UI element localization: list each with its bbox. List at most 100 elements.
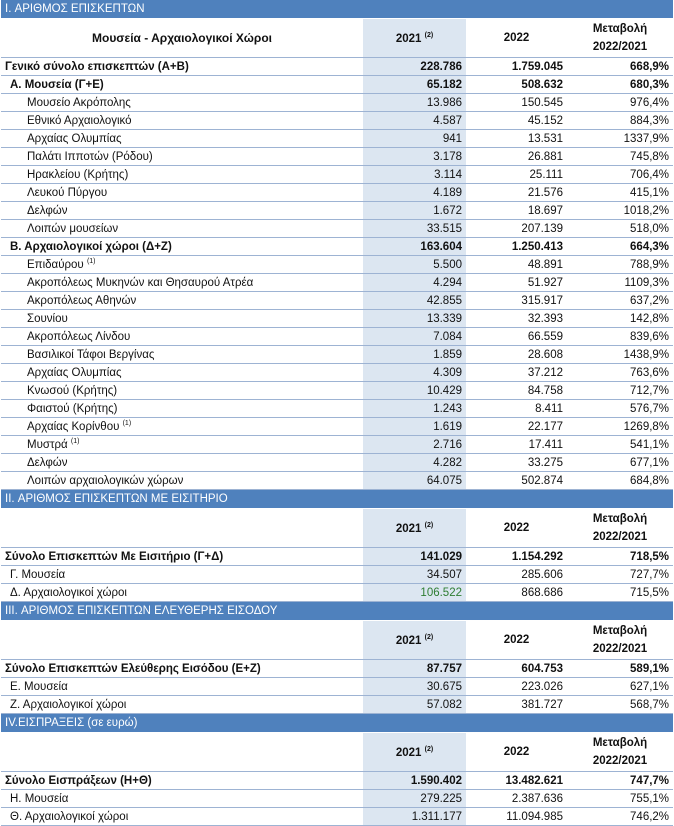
column-header-label xyxy=(1,620,363,660)
table-row: Β. Αρχαιολογικοί χώροι (Δ+Ζ) 163.604 1.250… xyxy=(1,237,674,256)
row-label: Λοιπών αρχαιολογικών χώρων xyxy=(1,471,363,490)
value-2021: 33.515 xyxy=(363,219,466,238)
column-header-2022: 2022 xyxy=(466,18,567,58)
column-header-2022: 2022 xyxy=(466,508,567,548)
row-label-text: Σύνολο Εισπράξεων (Η+Θ) xyxy=(5,774,152,787)
value-2022: 1.250.413 xyxy=(466,237,567,256)
value-2022: 13.482.621 xyxy=(466,771,567,790)
row-label-text: Ζ. Αρχαιολογικοί χώροι xyxy=(10,698,127,711)
value-2021: 3.178 xyxy=(363,147,466,166)
row-label-text: Λευκού Πύργου xyxy=(27,186,108,199)
value-change: 684,8% xyxy=(567,471,674,490)
row-label: Εθνικό Αρχαιολογικό xyxy=(1,111,363,130)
column-header-change: Μεταβολή 2022/2021 xyxy=(567,508,674,548)
value-change: 1337,9% xyxy=(567,129,674,148)
table-row: Η. Μουσεία 279.225 2.387.636 755,1% xyxy=(1,789,674,808)
table-row: Σουνίου 13.339 32.393 142,8% xyxy=(1,309,674,328)
column-header-change: Μεταβολή 2022/2021 xyxy=(567,732,674,772)
row-label: Παλάτι Ιπποτών (Ρόδου) xyxy=(1,147,363,166)
row-label-text: Μουσείο Ακρόπολης xyxy=(27,96,131,109)
footnote-marker: (2) xyxy=(424,745,434,753)
row-label: Φαιστού (Κρήτης) xyxy=(1,399,363,418)
table-row: Λοιπών μουσείων 33.515 207.139 518,0% xyxy=(1,219,674,238)
column-header-label xyxy=(1,732,363,772)
value-2021: 4.309 xyxy=(363,363,466,382)
value-2021: 2.716 xyxy=(363,435,466,454)
column-header-change: Μεταβολή 2022/2021 xyxy=(567,18,674,58)
value-2022: 1.759.045 xyxy=(466,57,567,76)
row-label: Ζ. Αρχαιολογικοί χώροι xyxy=(1,695,363,714)
value-2021: 42.855 xyxy=(363,291,466,310)
row-label-text: Ε. Μουσεία xyxy=(10,680,68,693)
footnote-marker: (1) xyxy=(86,258,96,266)
value-2022: 37.212 xyxy=(466,363,567,382)
value-2022: 1.154.292 xyxy=(466,547,567,566)
value-2022: 381.727 xyxy=(466,695,567,714)
table-row: Ακροπόλεως Μυκηνών και Θησαυρού Ατρέα 4.2… xyxy=(1,273,674,292)
row-label-text: Α. Μουσεία (Γ+Ε) xyxy=(10,78,104,91)
value-2021: 4.189 xyxy=(363,183,466,202)
section-title: IV.ΕΙΣΠΡΑΞΕΙΣ (σε ευρώ) xyxy=(1,713,674,733)
row-label-text: Ακροπόλεως Αθηνών xyxy=(27,294,137,307)
table-row: Ακροπόλεως Λίνδου 7.084 66.559 839,6% xyxy=(1,327,674,346)
row-label: Αρχαίας Ολυμπίας xyxy=(1,129,363,148)
value-2021: 163.604 xyxy=(363,237,466,256)
row-label-text: Φαιστού (Κρήτης) xyxy=(27,402,118,415)
table-row: Δελφών 4.282 33.275 677,1% xyxy=(1,453,674,472)
row-label: Αρχαίας Ολυμπίας xyxy=(1,363,363,382)
value-change: 747,7% xyxy=(567,771,674,790)
value-change: 541,1% xyxy=(567,435,674,454)
value-change: 763,6% xyxy=(567,363,674,382)
value-2021: 10.429 xyxy=(363,381,466,400)
column-header-change: Μεταβολή 2022/2021 xyxy=(567,620,674,660)
column-header-row: 2021 (2) 2022 Μεταβολή 2022/2021 xyxy=(1,620,674,660)
row-label: Λευκού Πύργου xyxy=(1,183,363,202)
footnote-marker: (2) xyxy=(424,633,434,641)
value-2022: 502.874 xyxy=(466,471,567,490)
value-2022: 45.152 xyxy=(466,111,567,130)
value-change: 1269,8% xyxy=(567,417,674,436)
value-2022: 13.531 xyxy=(466,129,567,148)
value-2021: 3.114 xyxy=(363,165,466,184)
table-row: Αρχαίας Ολυμπίας 941 13.531 1337,9% xyxy=(1,129,674,148)
value-2022: 285.606 xyxy=(466,565,567,584)
column-header-label xyxy=(1,508,363,548)
value-change: 706,4% xyxy=(567,165,674,184)
row-label-text: Β. Αρχαιολογικοί χώροι (Δ+Ζ) xyxy=(10,240,172,253)
value-2022: 33.275 xyxy=(466,453,567,472)
value-2021: 1.590.402 xyxy=(363,771,466,790)
value-change: 755,1% xyxy=(567,789,674,808)
table-row: Παλάτι Ιπποτών (Ρόδου) 3.178 26.881 745,8% xyxy=(1,147,674,166)
row-label: Θ. Αρχαιολογικοί χώροι xyxy=(1,807,363,826)
row-label: Γ. Μουσεία xyxy=(1,565,363,584)
value-change: 637,2% xyxy=(567,291,674,310)
row-label: Η. Μουσεία xyxy=(1,789,363,808)
year-2021: 2021 xyxy=(395,634,422,647)
value-2022: 868.686 xyxy=(466,583,567,602)
row-label-text: Σουνίου xyxy=(27,312,68,325)
row-label: Αρχαίας Κορίνθου (1) xyxy=(1,417,363,436)
value-2022: 32.393 xyxy=(466,309,567,328)
table-row: Θ. Αρχαιολογικοί χώροι 1.311.177 11.094.98… xyxy=(1,807,674,826)
row-label-text: Επιδαύρου xyxy=(27,258,84,271)
row-label: Βασιλικοί Τάφοι Βεργίνας xyxy=(1,345,363,364)
row-label: Ακροπόλεως Μυκηνών και Θησαυρού Ατρέα xyxy=(1,273,363,292)
value-2022: 22.177 xyxy=(466,417,567,436)
value-change: 715,5% xyxy=(567,583,674,602)
value-2021: 1.672 xyxy=(363,201,466,220)
row-label-text: Αρχαίας Ολυμπίας xyxy=(27,366,122,379)
row-label: Λοιπών μουσείων xyxy=(1,219,363,238)
row-label-text: Παλάτι Ιπποτών (Ρόδου) xyxy=(27,150,153,163)
table-row: Μουσείο Ακρόπολης 13.986 150.545 976,4% xyxy=(1,93,674,112)
section-header: IV.ΕΙΣΠΡΑΞΕΙΣ (σε ευρώ) xyxy=(1,713,674,733)
row-label-text: Γενικό σύνολο επισκεπτών (Α+Β) xyxy=(5,60,189,73)
value-2021: 106.522 xyxy=(363,583,466,602)
table-row: Ζ. Αρχαιολογικοί χώροι 57.082 381.727 568,7… xyxy=(1,695,674,714)
value-change: 788,9% xyxy=(567,255,674,274)
value-2022: 8.411 xyxy=(466,399,567,418)
table-row: Βασιλικοί Τάφοι Βεργίνας 1.859 28.608 1438,… xyxy=(1,345,674,364)
table-row: Σύνολο Επισκεπτών Με Εισιτήριο (Γ+Δ) 141.… xyxy=(1,547,674,566)
row-label-text: Μυστρά xyxy=(27,438,68,451)
row-label-text: Ακροπόλεως Λίνδου xyxy=(27,330,131,343)
